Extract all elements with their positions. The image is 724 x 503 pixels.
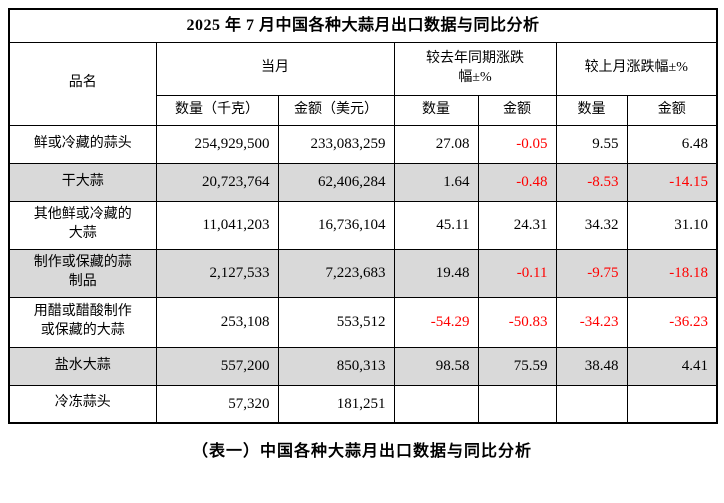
amount-usd-value: 553,512 [277, 296, 395, 348]
table-title-row: 2025 年 7 月中国各种大蒜月出口数据与同比分析 [8, 8, 718, 43]
header-group-row: 品名 当月 较去年同期涨跌 幅±% 较上月涨跌幅±% [8, 41, 718, 126]
mom-amount-value: 31.10 [626, 200, 718, 250]
mom-qty-value [555, 384, 628, 424]
yoy-qty-value: 45.11 [393, 200, 479, 250]
yoy-amount-value: -0.11 [477, 248, 557, 298]
mom-qty-value: 9.55 [555, 124, 628, 164]
yoy-amount-value: -0.48 [477, 162, 557, 202]
mom-qty-value: -8.53 [555, 162, 628, 202]
header-yoy-amount: 金额 [477, 94, 557, 126]
mom-amount-value: 6.48 [626, 124, 718, 164]
table-row: 鲜或冷藏的蒜头 254,929,500 233,083,259 27.08 -0… [8, 124, 718, 164]
table-row: 其他鲜或冷藏的 大蒜 11,041,203 16,736,104 45.11 2… [8, 200, 718, 250]
header-mom-amount: 金额 [626, 94, 718, 126]
mom-qty-value: 34.32 [555, 200, 628, 250]
header-yoy-qty: 数量 [393, 94, 479, 126]
amount-usd-value: 16,736,104 [277, 200, 395, 250]
amount-usd-value: 181,251 [277, 384, 395, 424]
page: 2025 年 7 月中国各种大蒜月出口数据与同比分析 品名 当月 较去年同期涨跌… [8, 8, 718, 460]
yoy-qty-value: -54.29 [393, 296, 479, 348]
yoy-amount-value [477, 384, 557, 424]
yoy-amount-value: -0.05 [477, 124, 557, 164]
header-amount-usd: 金额（美元） [277, 94, 395, 126]
yoy-qty-value [393, 384, 479, 424]
product-name: 用醋或醋酸制作 或保藏的大蒜 [8, 296, 157, 348]
yoy-qty-value: 98.58 [393, 346, 479, 386]
table-title: 2025 年 7 月中国各种大蒜月出口数据与同比分析 [8, 8, 718, 43]
header-yoy-change: 较去年同期涨跌 幅±% [393, 41, 557, 96]
amount-usd-value: 850,313 [277, 346, 395, 386]
table-row: 冷冻蒜头 57,320 181,251 [8, 384, 718, 424]
product-name: 鲜或冷藏的蒜头 [8, 124, 157, 164]
header-product: 品名 [8, 41, 157, 126]
mom-qty-value: -34.23 [555, 296, 628, 348]
qty-kg-value: 57,320 [155, 384, 279, 424]
product-name: 其他鲜或冷藏的 大蒜 [8, 200, 157, 250]
header-sub-row: 数量（千克） 金额（美元） 数量 金额 数量 金额 [9, 94, 718, 126]
table-row: 干大蒜 20,723,764 62,406,284 1.64 -0.48 -8.… [8, 162, 718, 202]
product-name: 制作或保藏的蒜 制品 [8, 248, 157, 298]
qty-kg-value: 2,127,533 [155, 248, 279, 298]
yoy-amount-value: 75.59 [477, 346, 557, 386]
yoy-qty-value: 19.48 [393, 248, 479, 298]
qty-kg-value: 557,200 [155, 346, 279, 386]
table-row: 盐水大蒜 557,200 850,313 98.58 75.59 38.48 4… [8, 346, 718, 386]
garlic-export-table: 2025 年 7 月中国各种大蒜月出口数据与同比分析 品名 当月 较去年同期涨跌… [8, 8, 718, 424]
yoy-qty-value: 1.64 [393, 162, 479, 202]
product-name: 盐水大蒜 [8, 346, 157, 386]
header-qty-kg: 数量（千克） [155, 94, 279, 126]
qty-kg-value: 11,041,203 [155, 200, 279, 250]
mom-amount-value: -14.15 [626, 162, 718, 202]
product-name: 冷冻蒜头 [8, 384, 157, 424]
table-caption: （表一）中国各种大蒜月出口数据与同比分析 [191, 443, 532, 460]
header-current-month: 当月 [155, 41, 395, 96]
yoy-qty-value: 27.08 [393, 124, 479, 164]
amount-usd-value: 233,083,259 [277, 124, 395, 164]
yoy-amount-value: 24.31 [477, 200, 557, 250]
qty-kg-value: 20,723,764 [155, 162, 279, 202]
header-mom-qty: 数量 [555, 94, 628, 126]
amount-usd-value: 7,223,683 [277, 248, 395, 298]
mom-qty-value: 38.48 [555, 346, 628, 386]
product-name: 干大蒜 [8, 162, 157, 202]
yoy-amount-value: -50.83 [477, 296, 557, 348]
mom-amount-value [626, 384, 718, 424]
amount-usd-value: 62,406,284 [277, 162, 395, 202]
mom-amount-value: -18.18 [626, 248, 718, 298]
table-row: 制作或保藏的蒜 制品 2,127,533 7,223,683 19.48 -0.… [8, 248, 718, 298]
table-row: 用醋或醋酸制作 或保藏的大蒜 253,108 553,512 -54.29 -5… [8, 296, 718, 348]
mom-amount-value: 4.41 [626, 346, 718, 386]
mom-amount-value: -36.23 [626, 296, 718, 348]
qty-kg-value: 254,929,500 [155, 124, 279, 164]
mom-qty-value: -9.75 [555, 248, 628, 298]
qty-kg-value: 253,108 [155, 296, 279, 348]
header-mom-change: 较上月涨跌幅±% [555, 41, 718, 96]
